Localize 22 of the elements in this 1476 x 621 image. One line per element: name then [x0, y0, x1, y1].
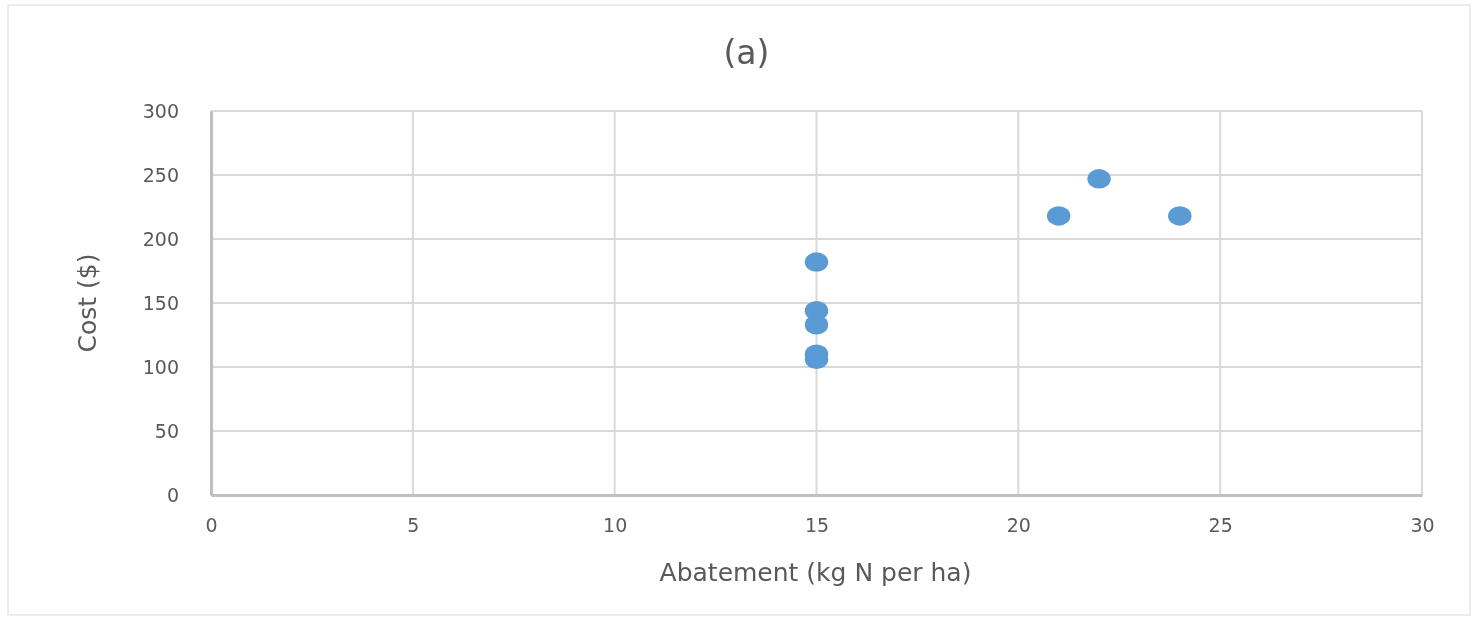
y-axis-title: Cost ($)	[73, 253, 102, 353]
point	[1087, 169, 1111, 189]
x-tick-label: 25	[1208, 514, 1233, 537]
x-tick-label: 30	[1410, 514, 1435, 537]
x-axis-title: Abatement (kg N per ha)	[659, 558, 972, 587]
x-tick-label: 20	[1006, 514, 1031, 537]
y-tick-label: 150	[142, 291, 179, 314]
y-tick-label: 100	[142, 355, 179, 378]
x-tick-label: 0	[205, 514, 218, 537]
chart-title: (a)	[723, 33, 770, 72]
point	[1046, 206, 1071, 226]
point	[804, 315, 829, 335]
x-tick-label: 10	[603, 514, 628, 537]
y-tick-label: 200	[142, 227, 179, 250]
point	[804, 252, 829, 272]
y-tick-label: 0	[166, 483, 179, 506]
y-tick-label: 250	[142, 163, 179, 186]
y-tick-label: 300	[142, 99, 179, 122]
point	[1168, 206, 1192, 226]
y-tick-label: 50	[154, 419, 179, 442]
x-tick-label: 15	[804, 514, 830, 537]
x-tick-label: 5	[407, 514, 420, 537]
